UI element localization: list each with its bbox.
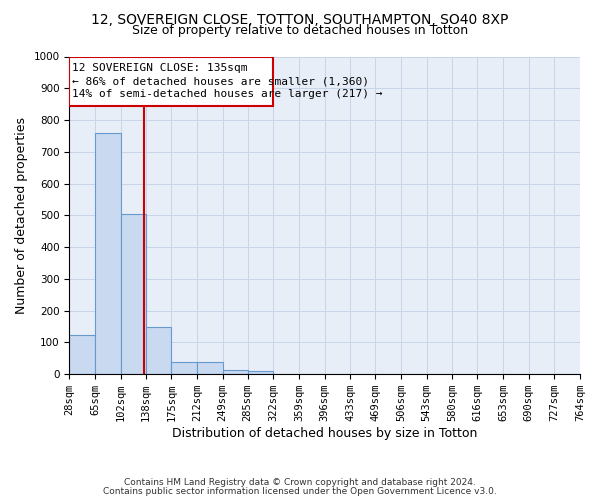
Bar: [248, 371, 274, 374]
Bar: [223, 370, 248, 374]
Text: Contains HM Land Registry data © Crown copyright and database right 2024.: Contains HM Land Registry data © Crown c…: [124, 478, 476, 487]
Text: Size of property relative to detached houses in Totton: Size of property relative to detached ho…: [132, 24, 468, 37]
Bar: [70, 334, 95, 374]
Bar: [121, 214, 146, 374]
FancyBboxPatch shape: [70, 56, 274, 106]
Text: 12 SOVEREIGN CLOSE: 135sqm
← 86% of detached houses are smaller (1,360)
14% of s: 12 SOVEREIGN CLOSE: 135sqm ← 86% of deta…: [72, 63, 383, 100]
Text: Contains public sector information licensed under the Open Government Licence v3: Contains public sector information licen…: [103, 487, 497, 496]
Text: 12, SOVEREIGN CLOSE, TOTTON, SOUTHAMPTON, SO40 8XP: 12, SOVEREIGN CLOSE, TOTTON, SOUTHAMPTON…: [91, 12, 509, 26]
Bar: [95, 133, 121, 374]
X-axis label: Distribution of detached houses by size in Totton: Distribution of detached houses by size …: [172, 427, 478, 440]
Bar: [146, 326, 172, 374]
Y-axis label: Number of detached properties: Number of detached properties: [15, 117, 28, 314]
Bar: [197, 362, 223, 374]
Bar: [172, 362, 197, 374]
